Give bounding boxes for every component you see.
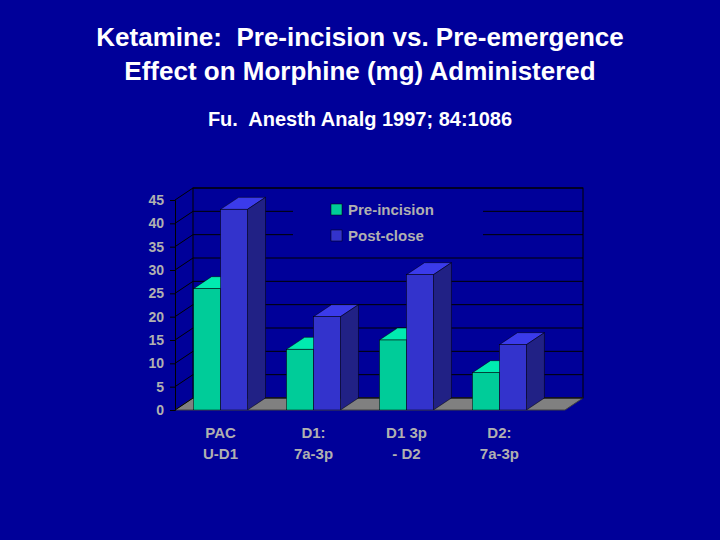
y-tick: 5 xyxy=(156,379,175,395)
y-tick-mark xyxy=(170,363,175,364)
y-tick-label: 45 xyxy=(148,192,164,208)
background xyxy=(0,0,720,540)
grid xyxy=(175,188,583,410)
x-tick-label-line: D1 3p xyxy=(386,424,427,441)
grid-connector xyxy=(175,398,193,410)
grid-connector xyxy=(175,375,193,387)
x-tick-label-line: - D2 xyxy=(392,445,420,462)
legend-label: Pre-incision xyxy=(348,201,434,218)
y-tick: 45 xyxy=(148,192,175,208)
legend-swatch xyxy=(331,204,342,215)
y-tick: 15 xyxy=(148,332,175,348)
bar-front xyxy=(380,340,407,410)
grid-connector xyxy=(175,305,193,317)
legend-swatch xyxy=(331,230,342,241)
bar-front xyxy=(406,275,433,410)
grid-line xyxy=(193,188,583,189)
chart: Ketamine: Pre-incision vs. Pre-emergence… xyxy=(0,0,720,540)
y-tick-mark xyxy=(170,223,175,224)
y-tick-label: 35 xyxy=(148,239,164,255)
legend: Pre-incision Post-close xyxy=(293,193,483,253)
subtitle: Fu. Anesth Analg 1997; 84:1086 xyxy=(208,108,512,130)
y-tick: 35 xyxy=(148,239,175,255)
y-tick: 0 xyxy=(156,402,175,418)
y-tick-mark xyxy=(170,270,175,271)
x-tick-label-line: D2: xyxy=(487,424,511,441)
x-tick-label-line: PAC xyxy=(205,424,236,441)
y-tick-label: 20 xyxy=(148,309,164,325)
x-tick-label: D1 3p - D2 xyxy=(386,424,427,462)
y-tick-label: 25 xyxy=(148,285,164,301)
bar-side xyxy=(526,333,544,410)
y-tick-label: 15 xyxy=(148,332,164,348)
y-axis-line xyxy=(170,201,176,411)
y-tick-label: 5 xyxy=(156,379,164,395)
y-tick: 10 xyxy=(148,355,175,371)
x-tick-label: PAC U-D1 xyxy=(203,424,238,462)
grid-connector xyxy=(175,235,193,247)
x-tick-label-line: U-D1 xyxy=(203,445,238,462)
bar xyxy=(406,263,451,410)
y-axis: 0 5 10 15 20 25 30 35 40 45 xyxy=(148,192,175,418)
bar-front xyxy=(221,209,248,410)
grid-connector xyxy=(175,351,193,363)
grid-connector xyxy=(175,258,193,270)
grid-connector xyxy=(175,281,193,293)
bar-front xyxy=(472,373,499,410)
title-line: Effect on Morphine (mg) Administered xyxy=(124,56,595,86)
bar-front xyxy=(287,349,314,410)
y-tick-mark xyxy=(170,200,175,201)
y-tick-label: 30 xyxy=(148,262,164,278)
y-tick-label: 0 xyxy=(156,402,164,418)
bar xyxy=(221,197,266,410)
grid-connector xyxy=(175,328,193,340)
bars xyxy=(194,197,545,410)
y-tick-mark xyxy=(170,387,175,388)
bar-side xyxy=(248,197,266,410)
grid-connector xyxy=(175,188,193,200)
y-tick: 40 xyxy=(148,215,175,231)
grid-connector xyxy=(175,211,193,223)
y-tick-mark xyxy=(170,317,175,318)
y-tick: 30 xyxy=(148,262,175,278)
y-tick-mark xyxy=(170,247,175,248)
x-tick-label: D2: 7a-3p xyxy=(480,424,519,462)
y-tick-mark xyxy=(170,293,175,294)
legend-label: Post-close xyxy=(348,227,424,244)
y-tick-mark xyxy=(170,410,175,411)
x-tick-label-line: 7a-3p xyxy=(480,445,519,462)
bar xyxy=(499,333,544,410)
y-tick-mark xyxy=(170,340,175,341)
bar-front xyxy=(499,345,526,410)
title-line: Ketamine: Pre-incision vs. Pre-emergence xyxy=(96,22,623,52)
bar xyxy=(314,305,359,410)
bar-front xyxy=(194,289,221,410)
y-tick-label: 10 xyxy=(148,355,164,371)
y-tick: 20 xyxy=(148,309,175,325)
y-tick-label: 40 xyxy=(148,215,164,231)
x-tick-label-line: 7a-3p xyxy=(294,445,333,462)
x-tick-label-line: D1: xyxy=(301,424,325,441)
legend-box xyxy=(293,193,483,253)
bar-side xyxy=(433,263,451,410)
y-tick: 25 xyxy=(148,285,175,301)
bar-front xyxy=(314,317,341,410)
x-tick-label: D1: 7a-3p xyxy=(294,424,333,462)
bar-side xyxy=(340,305,358,410)
title: Ketamine: Pre-incision vs. Pre-emergence… xyxy=(96,22,623,86)
